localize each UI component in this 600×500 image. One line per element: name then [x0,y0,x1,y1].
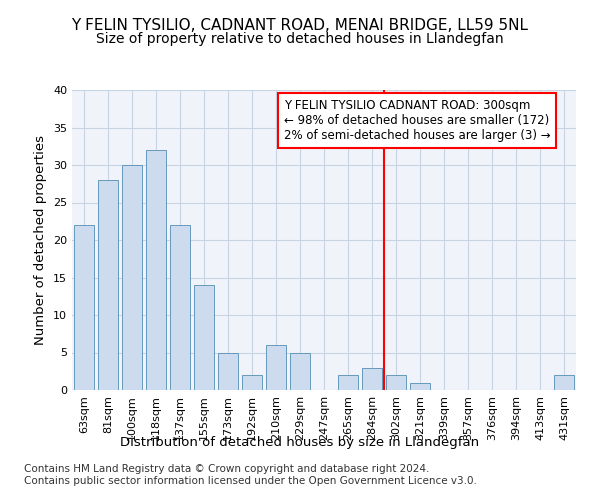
Bar [242,375,262,390]
Text: Y FELIN TYSILIO, CADNANT ROAD, MENAI BRIDGE, LL59 5NL: Y FELIN TYSILIO, CADNANT ROAD, MENAI BRI… [71,18,529,32]
Bar [266,345,286,390]
Text: Y FELIN TYSILIO CADNANT ROAD: 300sqm
← 98% of detached houses are smaller (172)
: Y FELIN TYSILIO CADNANT ROAD: 300sqm ← 9… [284,99,550,142]
Bar [74,225,94,390]
Bar [410,382,430,390]
Bar [362,368,382,390]
Text: Size of property relative to detached houses in Llandegfan: Size of property relative to detached ho… [96,32,504,46]
Bar [554,375,574,390]
Bar [338,375,358,390]
Y-axis label: Number of detached properties: Number of detached properties [34,135,47,345]
Bar [290,352,310,390]
Bar [194,285,214,390]
Bar [386,375,406,390]
Text: Distribution of detached houses by size in Llandegfan: Distribution of detached houses by size … [121,436,479,449]
Bar [170,225,190,390]
Bar [146,150,166,390]
Bar [122,165,142,390]
Bar [218,352,238,390]
Text: Contains public sector information licensed under the Open Government Licence v3: Contains public sector information licen… [24,476,477,486]
Text: Contains HM Land Registry data © Crown copyright and database right 2024.: Contains HM Land Registry data © Crown c… [24,464,430,474]
Bar [98,180,118,390]
